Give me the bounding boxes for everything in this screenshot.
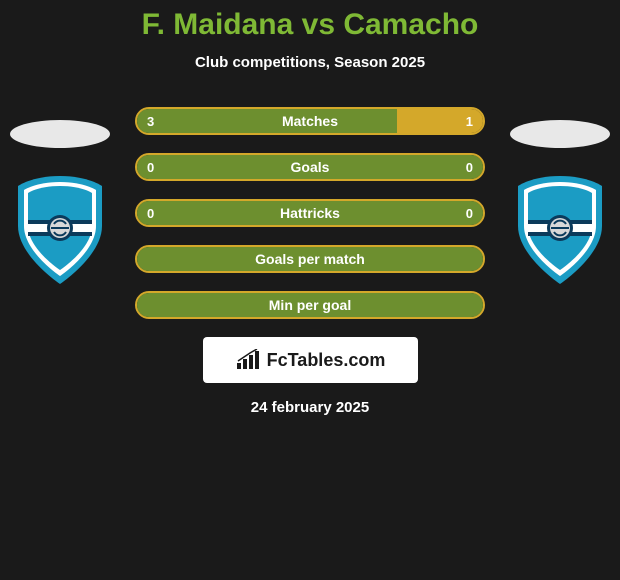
player-left (10, 120, 110, 289)
player-left-shadow (10, 120, 110, 148)
stat-bar: Min per goal (135, 291, 485, 319)
stat-bar: Hattricks0 0 (135, 199, 485, 227)
stat-value-right: 0 (466, 155, 473, 179)
stat-value-right: 1 (466, 109, 473, 133)
player-right-shadow (510, 120, 610, 148)
stat-label: Goals (137, 155, 483, 179)
stat-label: Min per goal (137, 293, 483, 317)
stat-bar: Goals0 0 (135, 153, 485, 181)
stat-bar: Goals per match (135, 245, 485, 273)
team-shield-icon (510, 176, 610, 284)
stats-area: Matches31Goals00Hattricks00Goals per mat… (135, 107, 485, 319)
barchart-icon (235, 349, 263, 371)
stat-value-right: 0 (466, 201, 473, 225)
logo-box: FcTables.com (203, 337, 418, 383)
stat-value-left: 3 (147, 109, 154, 133)
player-right (510, 120, 610, 289)
page-subtitle: Club competitions, Season 2025 (0, 54, 620, 71)
date-line: 24 february 2025 (0, 399, 620, 416)
stat-label: Goals per match (137, 247, 483, 271)
logo-text: FcTables.com (267, 350, 386, 371)
stat-label: Matches (137, 109, 483, 133)
stat-label: Hattricks (137, 201, 483, 225)
page-title: F. Maidana vs Camacho (0, 8, 620, 42)
stat-bar: Matches3 1 (135, 107, 485, 135)
stat-value-left: 0 (147, 201, 154, 225)
stat-value-left: 0 (147, 155, 154, 179)
team-shield-icon (10, 176, 110, 284)
